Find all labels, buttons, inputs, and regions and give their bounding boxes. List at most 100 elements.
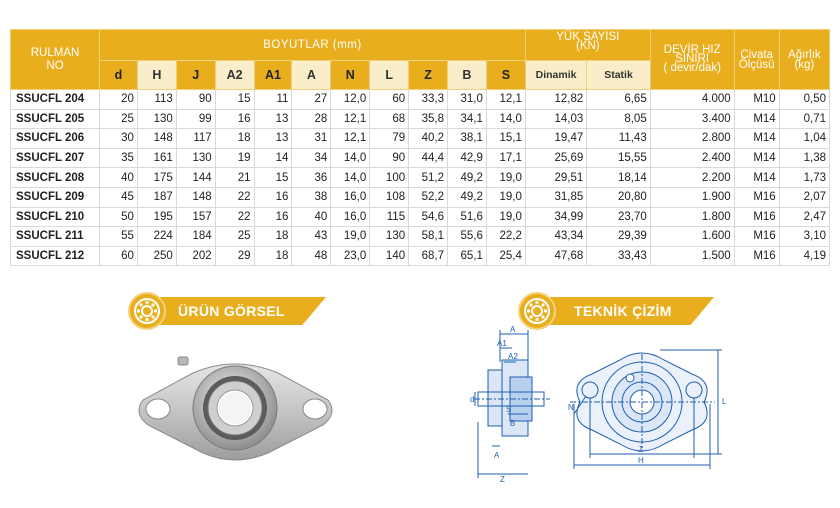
cell-bolt: M14 xyxy=(733,167,780,188)
cell-l: 90 xyxy=(369,147,410,169)
banner-ribbon xyxy=(534,297,714,325)
cell-dynamic: 47,68 xyxy=(524,245,588,267)
cell-n: 14,0 xyxy=(330,167,371,188)
cell-dynamic: 31,85 xyxy=(524,186,588,208)
technical-drawing: A A1 A2 S B d Z A N J H L xyxy=(470,325,727,484)
cell-model: SSUCFL 211 xyxy=(9,226,101,247)
cell-s: 25,4 xyxy=(485,245,526,267)
load-rating-header: YÜK SAYISI (KN) xyxy=(524,29,651,61)
cell-model: SSUCFL 206 xyxy=(9,128,101,149)
dim-label-n: N xyxy=(568,403,574,412)
cell-a: 34 xyxy=(291,147,332,169)
col-header-b: B xyxy=(447,60,487,90)
model-header: RULMAN NO xyxy=(9,29,101,90)
cell-model: SSUCFL 207 xyxy=(9,147,101,169)
col-header-static: Statik xyxy=(586,60,651,90)
cell-b: 49,2 xyxy=(447,186,487,208)
product-image-label: ÜRÜN GÖRSEL xyxy=(178,303,285,319)
cell-n: 16,0 xyxy=(330,186,371,208)
cell-a1: 15 xyxy=(253,167,293,188)
col-header-a2: A2 xyxy=(214,60,255,90)
col-header-a1: A1 xyxy=(253,60,293,90)
cell-a2: 22 xyxy=(214,186,255,208)
cell-weight: 0,71 xyxy=(778,108,831,130)
cell-d: 40 xyxy=(99,167,138,188)
cell-bolt: M14 xyxy=(733,147,780,169)
cell-a1: 18 xyxy=(253,245,293,267)
cell-h: 224 xyxy=(136,226,177,247)
bolt-size-header: Civata Ölçüsü xyxy=(733,29,780,90)
cell-bolt: M14 xyxy=(733,108,780,130)
cell-speed: 2.800 xyxy=(649,128,735,149)
cell-static: 23,70 xyxy=(586,206,651,228)
cell-z: 51,2 xyxy=(408,167,448,188)
cell-l: 100 xyxy=(369,167,410,188)
dim-label-b: B xyxy=(510,419,515,428)
cell-s: 19,0 xyxy=(485,206,526,228)
cell-d: 50 xyxy=(99,206,138,228)
cell-j: 202 xyxy=(175,245,216,267)
cell-j: 148 xyxy=(175,186,216,208)
col-header-d: d xyxy=(99,60,138,90)
cell-l: 108 xyxy=(369,186,410,208)
cell-l: 130 xyxy=(369,226,410,247)
cell-model: SSUCFL 212 xyxy=(9,245,101,267)
cell-n: 12,1 xyxy=(330,108,371,130)
cell-model: SSUCFL 209 xyxy=(9,186,101,208)
cell-a1: 11 xyxy=(253,89,293,110)
cell-z: 52,2 xyxy=(408,186,448,208)
speed-limit-header: DEVİR HIZ SINIRI ( devir/dak) xyxy=(649,29,735,90)
dim-label-a1: A1 xyxy=(497,339,507,348)
product-image-banner: ÜRÜN GÖRSEL xyxy=(128,292,328,330)
dim-label-l: L xyxy=(722,397,727,406)
col-header-n: N xyxy=(330,60,371,90)
cell-a2: 15 xyxy=(214,89,255,110)
cell-a: 27 xyxy=(291,89,332,110)
cell-static: 8,05 xyxy=(586,108,651,130)
table-row: SSUCFL 211 55 224 184 25 18 43 19,0 130 58,1 55,6 2… xyxy=(9,226,831,247)
cell-b: 49,2 xyxy=(447,167,487,188)
bolt-size-header-text: Civata Ölçüsü xyxy=(738,48,775,71)
cell-a1: 18 xyxy=(253,226,293,247)
cell-a2: 25 xyxy=(214,226,255,247)
cell-a1: 14 xyxy=(253,147,293,169)
cell-s: 22,2 xyxy=(485,226,526,247)
cell-z: 54,6 xyxy=(408,206,448,228)
table-row: SSUCFL 206 30 148 117 18 13 31 12,1 79 40,2 38,1 15… xyxy=(9,128,831,149)
col-header-dynamic: Dinamik xyxy=(524,60,588,90)
cell-h: 161 xyxy=(136,147,177,169)
cell-speed: 1.800 xyxy=(649,206,735,228)
cell-h: 195 xyxy=(136,206,177,228)
cell-j: 130 xyxy=(175,147,216,169)
cell-z: 68,7 xyxy=(408,245,448,267)
cell-d: 45 xyxy=(99,186,138,208)
cell-j: 90 xyxy=(175,89,216,110)
bolt-hole xyxy=(302,398,328,420)
table-row: SSUCFL 212 60 250 202 29 18 48 23,0 140 68,7 65,1 2… xyxy=(9,245,831,267)
cell-n: 23,0 xyxy=(330,245,371,267)
cell-dynamic: 29,51 xyxy=(524,167,588,188)
cell-weight: 1,04 xyxy=(778,128,831,149)
cell-s: 17,1 xyxy=(485,147,526,169)
cell-a1: 16 xyxy=(253,186,293,208)
weight-header-text: Ağırlık (kg) xyxy=(788,48,821,71)
dim-label-h: H xyxy=(638,456,644,465)
load-rating-header-text: YÜK SAYISI (KN) xyxy=(556,31,620,52)
cell-a2: 19 xyxy=(214,147,255,169)
front-view xyxy=(570,349,722,469)
cell-weight: 1,73 xyxy=(778,167,831,188)
cell-dynamic: 34,99 xyxy=(524,206,588,228)
cell-b: 31,0 xyxy=(447,89,487,110)
weight-header: Ağırlık (kg) xyxy=(778,29,831,90)
dim-label-a2: A2 xyxy=(508,352,518,361)
cell-dynamic: 14,03 xyxy=(524,108,588,130)
cell-a: 31 xyxy=(291,128,332,149)
cell-speed: 4.000 xyxy=(649,89,735,110)
cell-b: 42,9 xyxy=(447,147,487,169)
cell-a1: 13 xyxy=(253,128,293,149)
dim-label-d: d xyxy=(470,395,474,404)
col-header-z: Z xyxy=(408,60,448,90)
cell-d: 25 xyxy=(99,108,138,130)
technical-drawing-label: TEKNİK ÇİZİM xyxy=(574,303,672,319)
cell-a2: 16 xyxy=(214,108,255,130)
